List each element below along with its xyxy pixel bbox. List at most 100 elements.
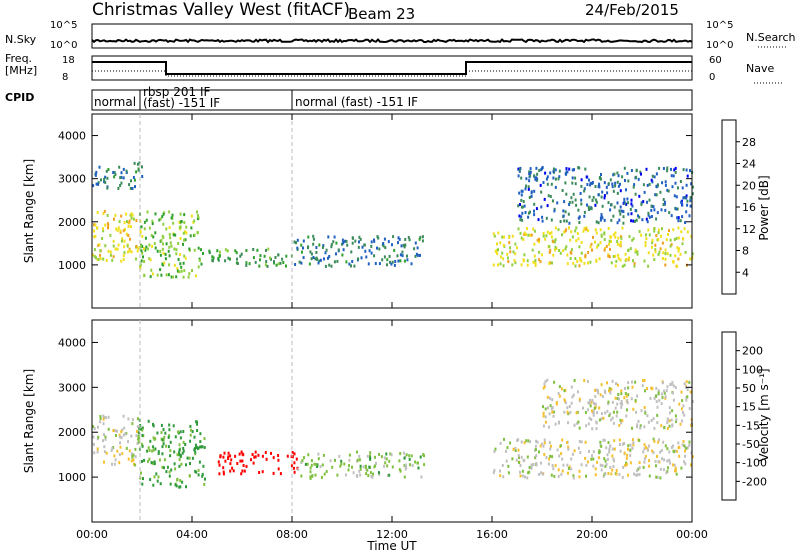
velocity-cell-band-5 [640, 409, 643, 413]
power-cell-band-6 [521, 189, 524, 193]
velocity-cell-band-5 [567, 421, 569, 425]
power-cell-band-3 [245, 249, 248, 252]
power-cell-band-5 [494, 249, 497, 253]
power-cell-band-0 [93, 223, 95, 227]
power-cell-band-5 [631, 238, 634, 242]
velocity-cell-band-1 [167, 445, 170, 449]
velocity-cell-band-5 [566, 410, 569, 414]
velocity-cell-band-4 [540, 471, 543, 475]
power-cell-band-4 [394, 260, 397, 263]
velocity-cell-band-4 [657, 440, 660, 444]
power-cell-band-4 [323, 257, 325, 261]
cpid-mode-3: normal (fast) -151 IF [295, 95, 418, 109]
power-cell-band-6 [664, 208, 667, 212]
power-cell-band-1 [141, 175, 144, 178]
power-cell-band-6 [590, 207, 593, 211]
velocity-cell-band-1 [199, 432, 202, 436]
velocity-cell-band-1 [179, 455, 182, 458]
velocity-cell-band-5 [614, 396, 617, 400]
power-cell-band-5 [609, 247, 611, 251]
power-cell-band-2 [197, 246, 200, 250]
velocity-cell-band-1 [189, 462, 191, 465]
velocity-cell-band-4 [656, 475, 659, 479]
velocity-cell-band-3 [369, 451, 372, 455]
power-cell-band-5 [544, 237, 547, 241]
power-cell-band-6 [673, 168, 676, 172]
power-cell-band-4 [399, 253, 402, 257]
power-cell-band-0 [122, 229, 125, 233]
power-cell-band-1 [122, 176, 125, 180]
power-cell-band-5 [523, 231, 526, 235]
power-cell-band-6 [600, 195, 603, 199]
velocity-cell-band-4 [690, 463, 692, 467]
power-cell-band-6 [689, 199, 692, 203]
power-cell-band-6 [564, 210, 567, 214]
power-cell-band-6 [545, 216, 548, 220]
velocity-cell-band-1 [156, 431, 159, 435]
nsky-tick-bottom: 10^0 [50, 40, 77, 51]
power-cell-band-6 [520, 193, 523, 197]
velocity-cell-band-2 [293, 452, 296, 456]
power-cell-band-5 [603, 247, 606, 250]
power-ytick-label: 3000 [58, 173, 86, 186]
velocity-cell-band-2 [293, 461, 296, 465]
power-cell-band-2 [144, 248, 147, 252]
velocity-cell-band-4 [597, 456, 600, 460]
power-cell-band-3 [236, 257, 238, 261]
power-cell-band-6 [690, 182, 693, 186]
velocity-cell-band-0 [125, 446, 128, 450]
power-cell-band-2 [185, 231, 188, 235]
velocity-cell-band-3 [423, 463, 426, 467]
velocity-cell-band-0 [131, 422, 134, 426]
power-cell-band-6 [676, 207, 679, 211]
velocity-cell-band-4 [672, 444, 675, 448]
power-cell-band-4 [410, 262, 413, 266]
power-cell-band-4 [310, 252, 313, 256]
power-cell-band-4 [353, 264, 356, 268]
velocity-cell-band-5 [630, 397, 633, 401]
power-cell-band-0 [122, 258, 125, 262]
velocity-cell-band-4 [507, 471, 510, 475]
power-cell-band-6 [633, 183, 636, 187]
power-cell-band-6 [672, 174, 675, 178]
power-cell-band-1 [95, 182, 98, 186]
power-cell-band-5 [497, 231, 500, 235]
power-cell-band-3 [273, 260, 275, 264]
power-cell-band-6 [557, 177, 560, 181]
power-cell-band-0 [117, 226, 120, 230]
velocity-cell-band-4 [648, 444, 651, 448]
power-cell-band-5 [582, 229, 585, 233]
velocity-cell-band-4 [551, 455, 554, 459]
velocity-cell-band-4 [534, 444, 537, 448]
power-cell-band-6 [619, 212, 622, 216]
power-cell-band-1 [131, 187, 134, 190]
power-cell-band-4 [386, 263, 388, 267]
velocity-cell-band-4 [644, 455, 647, 458]
date-label: 24/Feb/2015 [585, 1, 679, 19]
power-cell-band-5 [557, 228, 560, 232]
velocity-cell-band-4 [526, 455, 529, 459]
velocity-cell-band-5 [563, 389, 566, 393]
power-cell-band-0 [97, 244, 100, 247]
velocity-cell-band-3 [369, 471, 372, 475]
power-cell-band-5 [532, 227, 535, 231]
velocity-cell-band-3 [366, 454, 369, 458]
velocity-cell-band-4 [638, 466, 641, 470]
velocity-cell-band-4 [588, 449, 590, 453]
power-cell-band-5 [520, 236, 523, 240]
velocity-cell-band-1 [141, 459, 143, 463]
power-cell-band-5 [660, 234, 662, 238]
velocity-cell-band-4 [594, 473, 597, 477]
velocity-cell-band-0 [134, 455, 137, 459]
power-cell-band-6 [519, 166, 522, 170]
velocity-cell-band-5 [595, 420, 598, 424]
power-cell-band-6 [610, 218, 613, 222]
power-cell-band-5 [534, 264, 537, 267]
power-cell-band-5 [525, 233, 527, 236]
velocity-cell-band-4 [528, 470, 531, 474]
power-cell-band-6 [591, 181, 594, 184]
power-cell-band-2 [141, 245, 144, 248]
power-cell-band-0 [101, 237, 104, 240]
velocity-cell-band-1 [162, 428, 165, 432]
velocity-cell-band-5 [626, 408, 628, 412]
